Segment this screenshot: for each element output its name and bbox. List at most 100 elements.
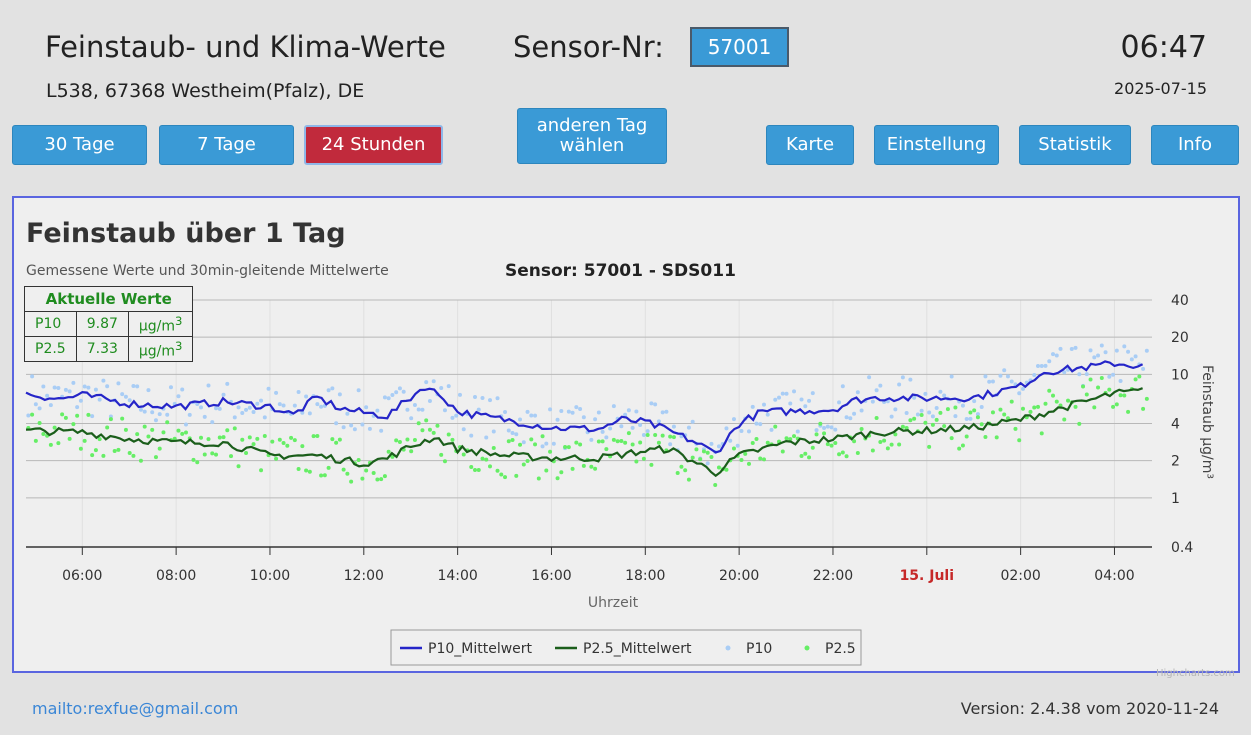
p10-point [912,395,917,400]
p25-point [232,426,237,431]
p25-point [833,440,838,445]
p10-point [1002,368,1007,373]
p25-point [165,420,170,425]
current-p25-unit-exp: 3 [175,338,183,353]
p10-point [780,391,785,396]
p25-point [101,453,106,458]
p10-point [908,377,913,382]
p25-point [255,436,260,441]
p25-point [638,440,643,445]
p10-point [71,380,76,385]
p25-point [41,431,46,436]
p10-point [401,389,406,394]
p10-point [735,443,740,448]
p25-point [123,427,128,432]
p10-point [472,394,477,399]
24-hours-button[interactable]: 24 Stunden [304,125,443,165]
p10-point [334,421,339,426]
chart-legend[interactable]: P10_Mittelwert P2.5_Mittelwert P10 P2.5 [390,629,862,666]
legend-item-p10[interactable]: P10 [746,641,772,657]
map-button[interactable]: Karte [766,125,854,165]
p25-point [360,476,365,481]
p25-point [656,440,661,445]
p10-point [142,409,147,414]
x-tick-label: 10:00 [250,568,290,584]
7-days-button[interactable]: 7 Tage [159,125,294,165]
p25-point [885,446,890,451]
p25-point [341,467,346,472]
p25-point [412,438,417,443]
info-button[interactable]: Info [1151,125,1239,165]
p10-point [570,410,575,415]
legend-item-p25-average[interactable]: P2.5_Mittelwert [583,641,692,657]
p10-point [979,405,984,410]
p10-point [548,407,553,412]
settings-button[interactable]: Einstellung [874,125,999,165]
p10-point [510,430,515,435]
legend-item-p25[interactable]: P2.5 [825,641,856,657]
p25-point [807,455,812,460]
chart-sensor-label: Sensor: 57001 - SDS011 [505,261,736,281]
p10-point [604,435,609,440]
p25-point [1028,409,1033,414]
current-date: 2025-07-15 [1114,79,1207,98]
p10-point [101,378,106,383]
p25-point [1111,404,1116,409]
p10-point [551,441,556,446]
p25-point [427,427,432,432]
p10-point [641,433,646,438]
p25-point [690,455,695,460]
p25-point [1032,405,1037,410]
p25-point [315,433,320,438]
y-tick-label: 1 [1171,491,1180,507]
p25-point [934,417,939,422]
p10-point [521,440,526,445]
p10-point [52,385,57,390]
p25-point [874,415,879,420]
p10-point [777,395,782,400]
p25-point [750,441,755,446]
current-p10-unit-exp: 3 [175,313,183,328]
chart-grid [26,299,1152,547]
p25-point [349,479,354,484]
p25-point [202,452,207,457]
choose-other-day-line2: wählen [559,135,625,156]
p25-point [626,431,631,436]
p10-point [105,384,110,389]
chart-credits[interactable]: Highcharts.com [1156,668,1235,679]
current-time: 06:47 [1120,30,1207,65]
p25-point [825,442,830,447]
statistics-button[interactable]: Statistik [1019,125,1131,165]
p25-point [304,468,309,473]
p25-point [615,439,620,444]
legend-item-p10-average[interactable]: P10_Mittelwert [428,641,533,657]
p25-point [108,417,113,422]
p10-point [251,410,256,415]
p10-point [544,441,549,446]
x-tick-label: 14:00 [437,568,477,584]
p10-point [67,389,72,394]
p10-point [773,397,778,402]
p25-point [942,424,947,429]
choose-other-day-button[interactable]: anderen Tag wählen [517,108,667,164]
chart-lines [25,360,1144,478]
p10-point [716,444,721,449]
p25-point [499,472,504,477]
p25-point [1002,412,1007,417]
p10-point [833,427,838,432]
p25-point [634,459,639,464]
sensor-number-input[interactable] [690,27,789,67]
mail-link[interactable]: mailto:rexfue@gmail.com [32,699,239,718]
p10-point [97,397,102,402]
p10-point [619,424,624,429]
p25-point [37,420,42,425]
p10-point [217,406,222,411]
p25-point [480,456,485,461]
p10-point [375,408,380,413]
p10-point [942,393,947,398]
p10-point [810,391,815,396]
p10-point [135,384,140,389]
p10-point [259,398,264,403]
p10-point [765,412,770,417]
30-days-button[interactable]: 30 Tage [12,125,147,165]
